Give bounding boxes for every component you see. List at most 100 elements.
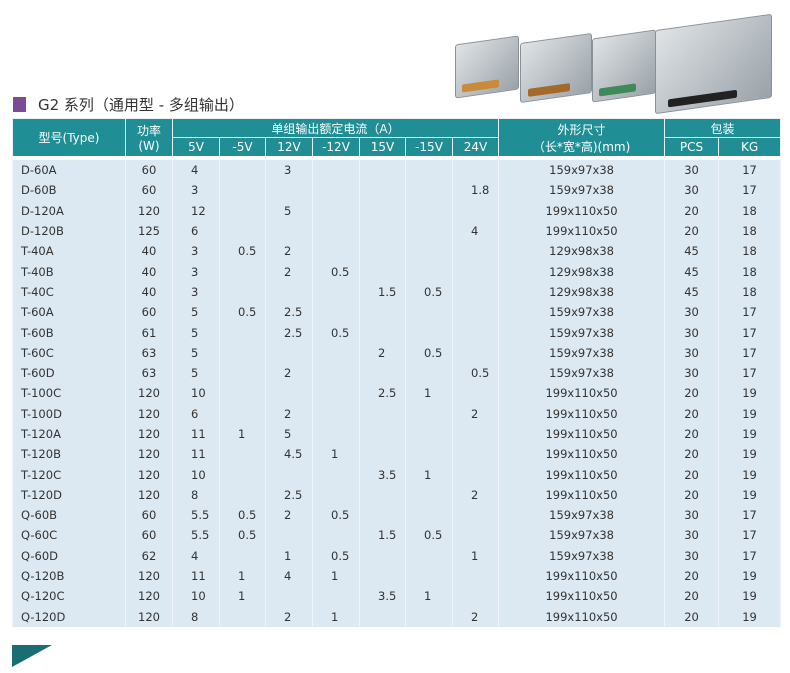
cell: 5.5	[172, 505, 220, 526]
cell	[359, 423, 406, 445]
cell: 30	[664, 525, 720, 546]
cell: 3.5	[359, 586, 406, 607]
cell: 199x110x50	[498, 423, 666, 445]
cell: 20	[664, 606, 720, 627]
cell	[451, 565, 500, 587]
cell: 10	[172, 383, 220, 404]
table-row: T-100D 120 6 2 2 199x110x50 20 19	[12, 403, 782, 424]
cell	[312, 383, 360, 404]
cell: 0.5	[312, 505, 360, 526]
cell: 30	[664, 342, 720, 363]
cell	[312, 220, 360, 242]
cell	[451, 155, 500, 181]
table-row: T-120D 120 8 2.5 2 199x110x50 20 19	[12, 484, 782, 506]
cell: 199x110x50	[498, 220, 666, 242]
cell: 4	[451, 220, 500, 242]
cell: 6	[172, 403, 220, 424]
header-dims: 外形尺寸 （长*宽*高)(mm)	[498, 118, 666, 159]
cell	[312, 586, 360, 607]
cell	[219, 281, 266, 303]
cell: 199x110x50	[498, 565, 666, 587]
cell: 159x97x38	[498, 322, 666, 343]
cell: 120	[125, 484, 173, 506]
cell: 20	[664, 423, 720, 445]
cell: 2	[265, 606, 313, 627]
cell	[219, 545, 266, 566]
cell: 120	[125, 403, 173, 424]
product-image	[455, 35, 519, 99]
cell: 60	[125, 180, 173, 201]
cell	[219, 261, 266, 282]
cell: 129x98x38	[498, 241, 666, 262]
cell: 0.5	[219, 505, 266, 526]
cell: 1	[219, 565, 266, 587]
header-voltage: -15V	[405, 137, 453, 159]
cell	[312, 200, 360, 221]
cell: 63	[125, 362, 173, 384]
cell: 5.5	[172, 525, 220, 546]
cell: 199x110x50	[498, 383, 666, 404]
cell-model: Q-60B	[12, 505, 126, 526]
cell: 19	[718, 423, 782, 445]
table-row: Q-60B 60 5.5 0.5 2 0.5 159x97x38 30 17	[12, 505, 782, 526]
header-power: 功率 (W)	[125, 118, 173, 159]
cell: 1	[405, 464, 453, 485]
cell	[312, 362, 360, 384]
cell: 0.5	[219, 302, 266, 323]
header-type: 型号(Type)	[12, 118, 126, 159]
cell: 20	[664, 200, 720, 221]
cell-model: Q-60C	[12, 525, 126, 546]
cell: 30	[664, 155, 720, 181]
cell: 3	[172, 261, 220, 282]
cell	[451, 383, 500, 404]
table-row: T-100C 120 10 2.5 1 199x110x50 20 19	[12, 383, 782, 404]
product-image	[655, 13, 772, 115]
cell: 17	[718, 505, 782, 526]
cell: 2	[265, 241, 313, 262]
cell	[219, 403, 266, 424]
table-row: Q-120D 120 8 2 1 2 199x110x50 20 19	[12, 606, 782, 627]
cell: 1	[312, 565, 360, 587]
cell	[359, 606, 406, 627]
cell-model: Q-120D	[12, 606, 126, 627]
cell	[359, 322, 406, 343]
header-voltage: 15V	[359, 137, 406, 159]
cell: 40	[125, 281, 173, 303]
cell	[359, 505, 406, 526]
cell	[265, 464, 313, 485]
cell: 19	[718, 403, 782, 424]
cell-model: T-60A	[12, 302, 126, 323]
cell	[312, 155, 360, 181]
cell: 120	[125, 383, 173, 404]
cell: 60	[125, 302, 173, 323]
cell: 1.5	[359, 525, 406, 546]
header-voltage: 5V	[172, 137, 220, 159]
cell: 20	[664, 464, 720, 485]
cell	[359, 565, 406, 587]
cell	[451, 241, 500, 262]
cell: 159x97x38	[498, 525, 666, 546]
cell	[265, 342, 313, 363]
cell: 199x110x50	[498, 606, 666, 627]
cell	[405, 261, 453, 282]
cell: 62	[125, 545, 173, 566]
cell-model: T-120D	[12, 484, 126, 506]
cell: 2	[265, 505, 313, 526]
cell: 199x110x50	[498, 484, 666, 506]
cell: 30	[664, 505, 720, 526]
cell: 159x97x38	[498, 302, 666, 323]
cell	[359, 302, 406, 323]
cell-model: T-60B	[12, 322, 126, 343]
cell: 1	[451, 545, 500, 566]
cell: 45	[664, 281, 720, 303]
cell	[405, 322, 453, 343]
cell: 20	[664, 565, 720, 587]
header-voltage: -5V	[219, 137, 266, 159]
cell-model: T-40B	[12, 261, 126, 282]
cell-model: D-120B	[12, 220, 126, 242]
cell: 63	[125, 342, 173, 363]
cell	[219, 362, 266, 384]
cell: 125	[125, 220, 173, 242]
cell: 17	[718, 545, 782, 566]
cell: 120	[125, 423, 173, 445]
